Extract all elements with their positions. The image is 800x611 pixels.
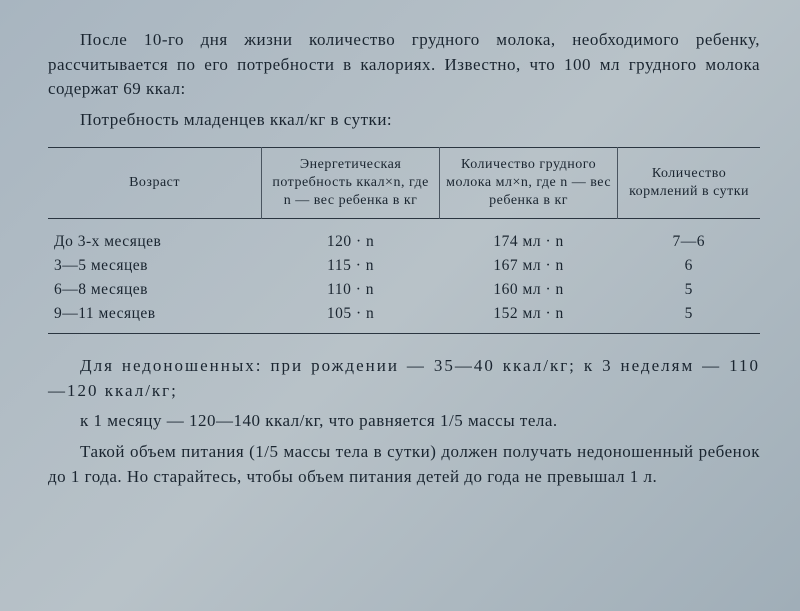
cell-feedings: 6 [618,254,760,278]
cell-feedings: 7—6 [618,219,760,255]
cell-milk: 167 мл · n [440,254,618,278]
volume-paragraph: Такой объем питания (1/5 массы тела в су… [48,440,760,489]
cell-milk: 174 мл · n [440,219,618,255]
cell-age: 9—11 месяцев [48,302,262,334]
page-content: После 10-го дня жизни количество грудног… [0,0,800,515]
cell-energy: 105 · n [262,302,440,334]
cell-age: 6—8 месяцев [48,278,262,302]
premature-paragraph-2: к 1 месяцу — 120—140 ккал/кг, что равняе… [48,409,760,434]
cell-feedings: 5 [618,302,760,334]
subheading: Потребность младенцев ккал/кг в сутки: [48,108,760,133]
cell-milk: 160 мл · n [440,278,618,302]
premature-paragraph-1: Для недоношенных: при рождении — 35—40 к… [48,354,760,403]
col-header-milk: Количество грудного молока мл×n, где n —… [440,147,618,219]
col-header-age: Возраст [48,147,262,219]
cell-energy: 110 · n [262,278,440,302]
table-row: 6—8 месяцев 110 · n 160 мл · n 5 [48,278,760,302]
intro-paragraph: После 10-го дня жизни количество грудног… [48,28,760,102]
table-row: До 3-х месяцев 120 · n 174 мл · n 7—6 [48,219,760,255]
cell-feedings: 5 [618,278,760,302]
cell-milk: 152 мл · n [440,302,618,334]
col-header-energy: Энергетическая потребность ккал×n, где n… [262,147,440,219]
cell-age: 3—5 месяцев [48,254,262,278]
table-row: 3—5 месяцев 115 · n 167 мл · n 6 [48,254,760,278]
cell-energy: 120 · n [262,219,440,255]
nutrition-table: Возраст Энергетическая потребность ккал×… [48,147,760,335]
cell-energy: 115 · n [262,254,440,278]
table-header-row: Возраст Энергетическая потребность ккал×… [48,147,760,219]
col-header-feedings: Количество кормлений в сутки [618,147,760,219]
table-row: 9—11 месяцев 105 · n 152 мл · n 5 [48,302,760,334]
cell-age: До 3-х месяцев [48,219,262,255]
